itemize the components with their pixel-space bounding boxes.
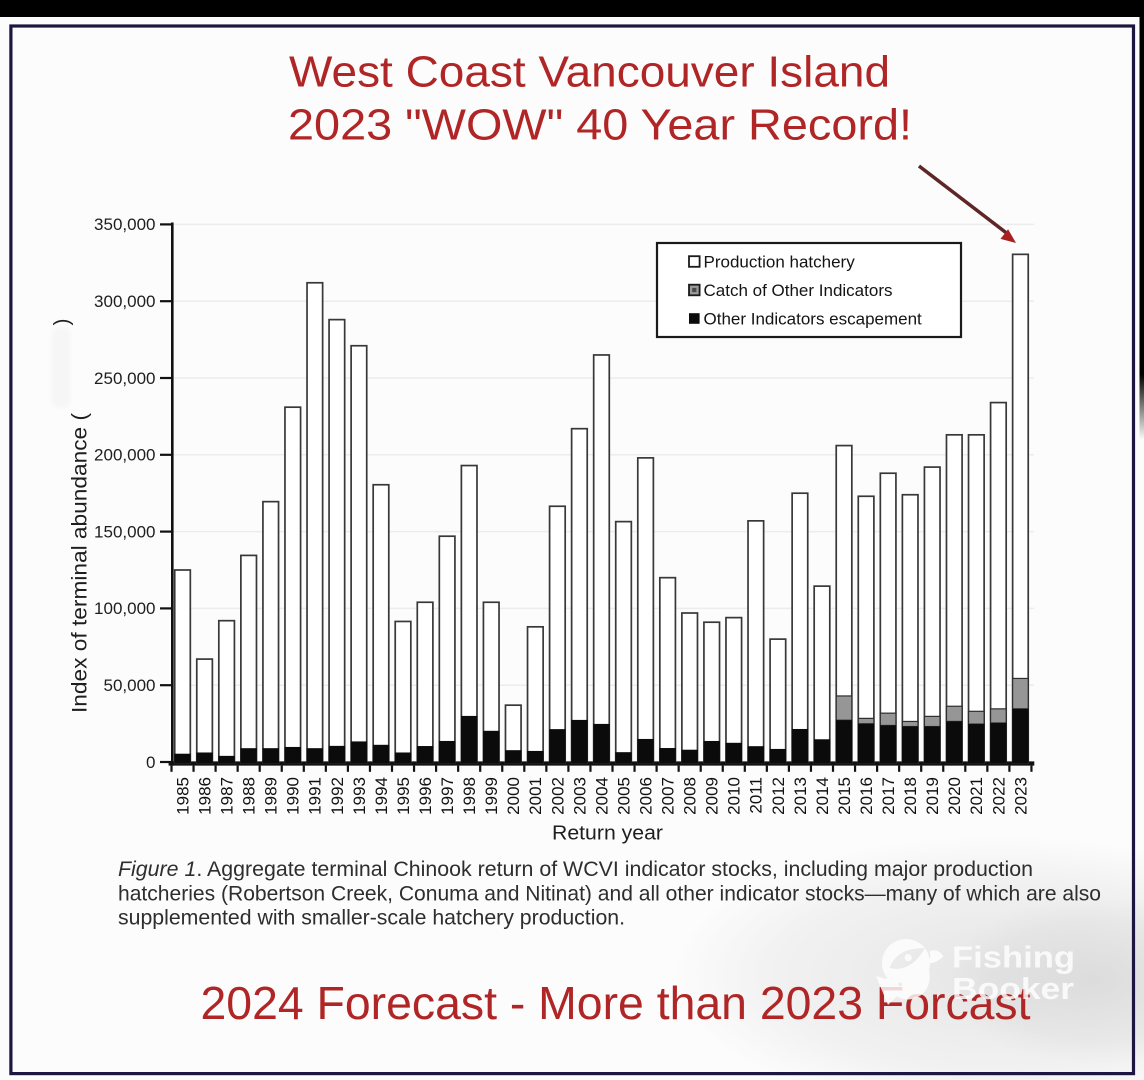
svg-text:2023: 2023 xyxy=(1011,777,1030,815)
svg-text:0: 0 xyxy=(146,753,155,772)
svg-text:1986: 1986 xyxy=(195,777,214,815)
svg-text:1997: 1997 xyxy=(438,777,457,815)
svg-text:2001: 2001 xyxy=(526,777,545,815)
svg-text:2000: 2000 xyxy=(504,777,523,815)
svg-text:1989: 1989 xyxy=(262,777,281,815)
svg-text:1985: 1985 xyxy=(173,777,192,815)
svg-text:1998: 1998 xyxy=(460,777,479,815)
svg-text:Return year: Return year xyxy=(552,823,663,845)
svg-text:1992: 1992 xyxy=(328,777,347,815)
svg-text:2023 "WOW" 40 Year Record!: 2023 "WOW" 40 Year Record! xyxy=(288,101,912,150)
svg-text:Index of terminal abundance (: Index of terminal abundance ( xyxy=(69,413,92,713)
svg-text:2010: 2010 xyxy=(725,777,744,815)
svg-text:2006: 2006 xyxy=(636,777,655,815)
svg-text:150,000: 150,000 xyxy=(94,522,155,541)
svg-text:2022: 2022 xyxy=(989,777,1008,815)
svg-text:2009: 2009 xyxy=(703,777,722,815)
svg-text:1995: 1995 xyxy=(394,777,413,815)
svg-text:): ) xyxy=(51,319,74,326)
svg-text:2015: 2015 xyxy=(835,777,854,815)
svg-text:1993: 1993 xyxy=(350,777,369,815)
svg-text:100,000: 100,000 xyxy=(94,599,155,618)
svg-text:West Coast Vancouver Island: West Coast Vancouver Island xyxy=(289,48,890,97)
svg-text:hatcheries (Robertson Creek, C: hatcheries (Robertson Creek, Conuma and … xyxy=(118,882,1101,905)
svg-text:1990: 1990 xyxy=(284,777,303,815)
svg-text:2007: 2007 xyxy=(659,777,678,815)
svg-text:300,000: 300,000 xyxy=(94,292,155,311)
svg-text:Catch of Other Indicators: Catch of Other Indicators xyxy=(704,281,893,300)
svg-text:2020: 2020 xyxy=(945,777,964,815)
svg-text:2004: 2004 xyxy=(592,777,611,815)
svg-text:2017: 2017 xyxy=(879,777,898,815)
svg-text:2005: 2005 xyxy=(614,777,633,815)
svg-text:2008: 2008 xyxy=(681,777,700,815)
svg-text:1987: 1987 xyxy=(218,777,237,815)
svg-text:200,000: 200,000 xyxy=(94,446,155,465)
svg-text:2019: 2019 xyxy=(923,777,942,815)
svg-text:2002: 2002 xyxy=(548,777,567,815)
svg-text:2013: 2013 xyxy=(791,777,810,815)
svg-text:2011: 2011 xyxy=(747,777,766,814)
svg-text:2016: 2016 xyxy=(857,777,876,815)
svg-text:250,000: 250,000 xyxy=(94,369,155,388)
svg-text:Figure 1. Aggregate terminal C: Figure 1. Aggregate terminal Chinook ret… xyxy=(118,858,1033,881)
svg-text:350,000: 350,000 xyxy=(94,215,155,234)
svg-text:Production hatchery: Production hatchery xyxy=(704,252,856,271)
svg-text:2014: 2014 xyxy=(813,777,832,815)
svg-text:1991: 1991 xyxy=(306,777,325,815)
svg-text:1996: 1996 xyxy=(416,777,435,815)
svg-text:1994: 1994 xyxy=(372,777,391,815)
svg-text:2012: 2012 xyxy=(769,777,788,815)
svg-text:supplemented with smaller-scal: supplemented with smaller-scale hatchery… xyxy=(118,907,625,930)
svg-text:2021: 2021 xyxy=(967,777,986,815)
svg-text:Booker: Booker xyxy=(952,971,1074,1006)
svg-text:1999: 1999 xyxy=(482,777,501,815)
svg-text:1988: 1988 xyxy=(240,777,259,815)
svg-text:2018: 2018 xyxy=(901,777,920,815)
svg-text:Fishing: Fishing xyxy=(952,940,1075,975)
svg-text:50,000: 50,000 xyxy=(104,676,156,695)
svg-text:2003: 2003 xyxy=(570,777,589,815)
svg-text:Other Indicators escapement: Other Indicators escapement xyxy=(704,309,923,328)
